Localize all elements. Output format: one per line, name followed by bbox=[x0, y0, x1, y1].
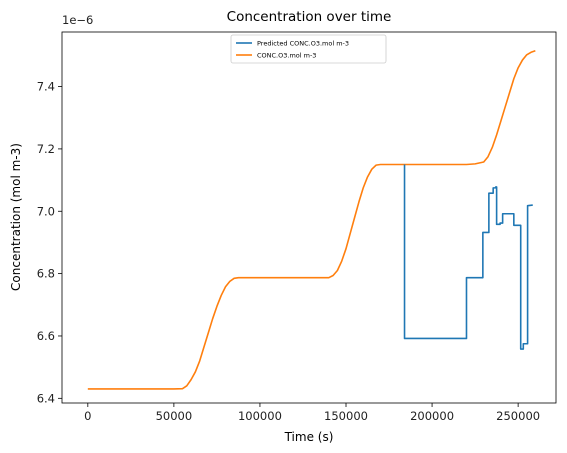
series-line-0 bbox=[403, 164, 533, 350]
series-layer bbox=[87, 49, 536, 390]
y-tick-label: 7.0 bbox=[37, 204, 55, 218]
x-tick-label: 200000 bbox=[410, 409, 454, 423]
y-tick-label: 7.2 bbox=[37, 142, 55, 156]
chart-title: Concentration over time bbox=[227, 9, 392, 25]
y-tick-label: 6.4 bbox=[37, 391, 55, 405]
x-tick-label: 100000 bbox=[238, 409, 282, 423]
x-axis-label: Time (s) bbox=[284, 430, 334, 444]
y-tick-label: 6.8 bbox=[37, 267, 55, 281]
y-tick-label: 7.4 bbox=[37, 80, 55, 94]
y-axis-label: Concentration (mol m-3) bbox=[9, 143, 23, 291]
y-axis: 6.4 6.6 6.8 7.0 7.2 7.4 bbox=[37, 80, 62, 405]
y-tick-label: 6.6 bbox=[37, 329, 55, 343]
series-line-1 bbox=[87, 49, 536, 390]
x-tick-label: 250000 bbox=[496, 409, 540, 423]
legend-label-0: Predicted CONC.O3.mol m-3 bbox=[257, 39, 349, 47]
x-tick-label: 0 bbox=[84, 409, 91, 423]
legend-box bbox=[230, 34, 387, 64]
legend: Predicted CONC.O3.mol m-3 CONC.O3.mol m-3 bbox=[230, 34, 387, 64]
y-axis-offset-label: 1e−6 bbox=[62, 13, 93, 27]
plot-frame bbox=[61, 31, 557, 404]
x-tick-label: 150000 bbox=[324, 409, 368, 423]
x-tick-label: 50000 bbox=[156, 409, 193, 423]
x-axis: 0 50000 100000 150000 200000 250000 bbox=[84, 403, 540, 423]
legend-label-1: CONC.O3.mol m-3 bbox=[257, 51, 316, 59]
